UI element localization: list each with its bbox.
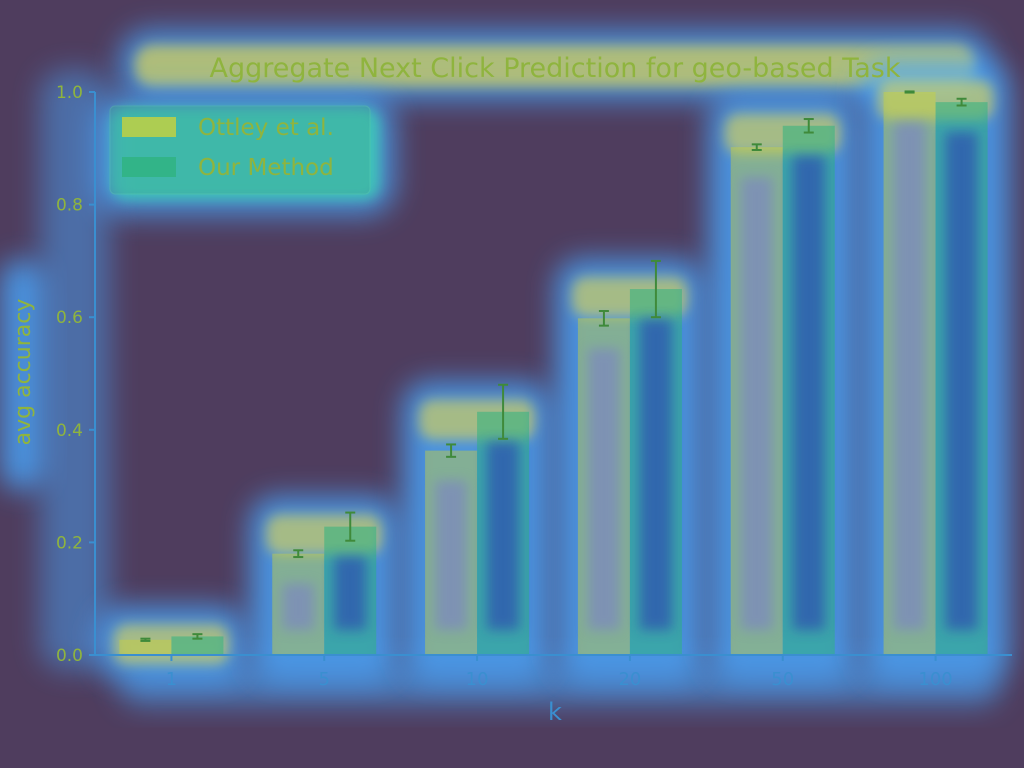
y-tick-label: 1.0 bbox=[56, 83, 83, 103]
bars-layer bbox=[119, 90, 988, 655]
chart-title: Aggregate Next Click Prediction for geo-… bbox=[209, 53, 900, 84]
legend-glow-mid bbox=[110, 108, 380, 200]
x-tick-label: 1 bbox=[166, 669, 177, 690]
bar-core bbox=[740, 177, 773, 630]
x-tick-label: 20 bbox=[618, 669, 641, 690]
x-tick-label: 5 bbox=[319, 669, 330, 690]
bar-core bbox=[792, 155, 825, 630]
x-tick-label: 100 bbox=[918, 669, 952, 690]
yaxis-glow bbox=[40, 70, 110, 670]
legend: Ottley et al. Our Method bbox=[109, 105, 371, 195]
ylabel-glow bbox=[0, 260, 45, 490]
y-tick-label: 0.4 bbox=[56, 421, 83, 441]
y-axis-label: avg accuracy bbox=[11, 299, 36, 446]
bar-core bbox=[282, 583, 315, 630]
x-tick-label: 50 bbox=[771, 669, 794, 690]
legend-label-ottley: Ottley et al. bbox=[198, 115, 334, 141]
bar-core bbox=[435, 480, 468, 630]
legend-swatch-ottley bbox=[122, 117, 176, 137]
y-tick-label: 0.6 bbox=[56, 308, 83, 328]
y-tick-label: 0.8 bbox=[56, 196, 83, 216]
y-tick-label: 0.2 bbox=[56, 533, 83, 553]
bar-our-method-1 bbox=[171, 636, 224, 655]
bar-core bbox=[639, 319, 672, 630]
bar-core bbox=[893, 122, 926, 630]
y-tick-label: 0.0 bbox=[56, 646, 83, 666]
axes-layer: 0.0 0.2 0.4 0.6 0.8 1.0 1 5 10 20 50 100 bbox=[56, 83, 1012, 690]
legend-swatch-our-method bbox=[122, 157, 176, 177]
legend-label-our-method: Our Method bbox=[198, 155, 334, 181]
x-axis-label: k bbox=[548, 698, 562, 726]
bar-core bbox=[587, 348, 620, 630]
bar-ottley-1 bbox=[119, 639, 172, 655]
bar-core bbox=[487, 441, 520, 630]
bar-core bbox=[334, 556, 367, 630]
title-glow-hot bbox=[135, 45, 975, 87]
x-tick-label: 10 bbox=[466, 669, 489, 690]
bar-core bbox=[945, 132, 978, 630]
